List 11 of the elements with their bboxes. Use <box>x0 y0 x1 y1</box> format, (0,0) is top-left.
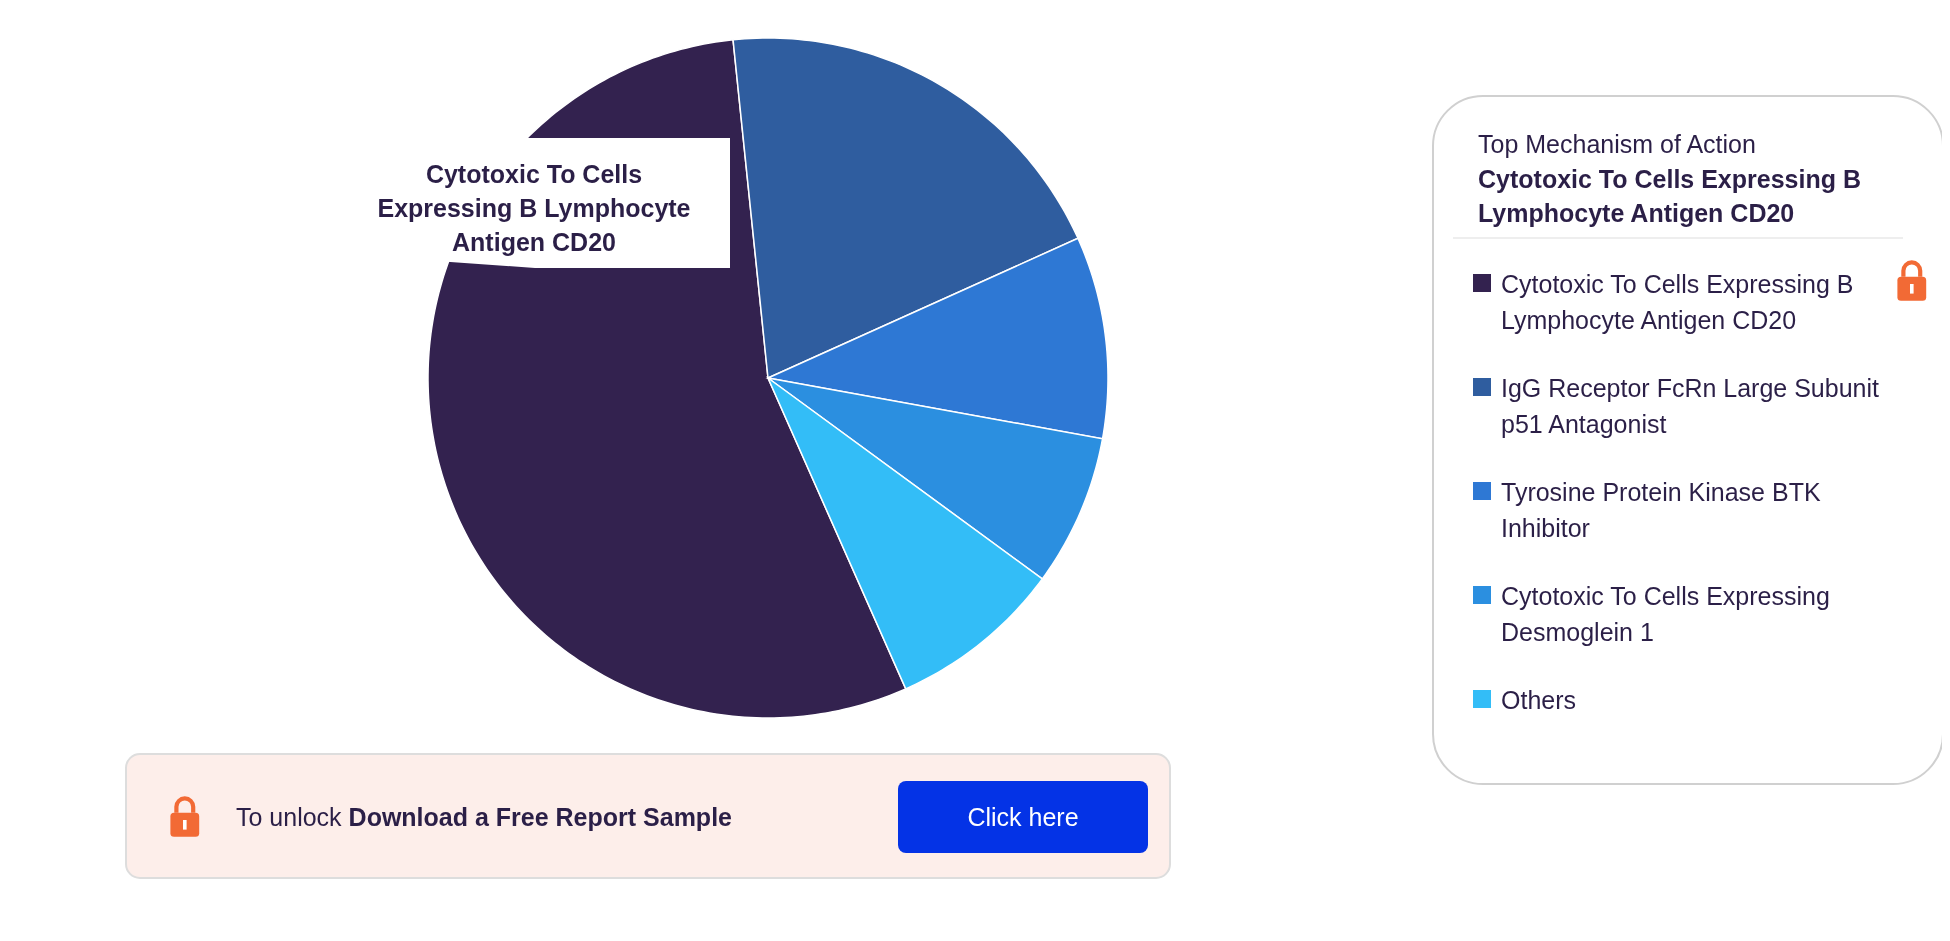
legend-label: Tyrosine Protein Kinase BTK Inhibitor <box>1501 478 1821 542</box>
text: Cytotoxic To Cells Expressing B Lymphocyte Antigen CD20 <box>377 160 691 256</box>
text: Cytotoxic To Cells Expressing B Lymphocyte Antigen CD20 <box>1478 165 1861 227</box>
legend-label: Others <box>1501 686 1577 714</box>
text: To unlock <box>236 803 342 831</box>
text: Download a Free Report Sample <box>348 803 733 831</box>
legend-title: Top Mechanism of Action <box>1478 130 1756 158</box>
legend-label: Cytotoxic To Cells Expressing B Lymphocyte Antigen CD20 <box>1501 270 1854 334</box>
legend-label: IgG Receptor FcRn Large Subunit p51 Antagonist <box>1501 374 1880 438</box>
legend-label: Cytotoxic To Cells Expressing Desmoglein 1 <box>1501 582 1830 646</box>
text: Click here <box>967 803 1079 831</box>
